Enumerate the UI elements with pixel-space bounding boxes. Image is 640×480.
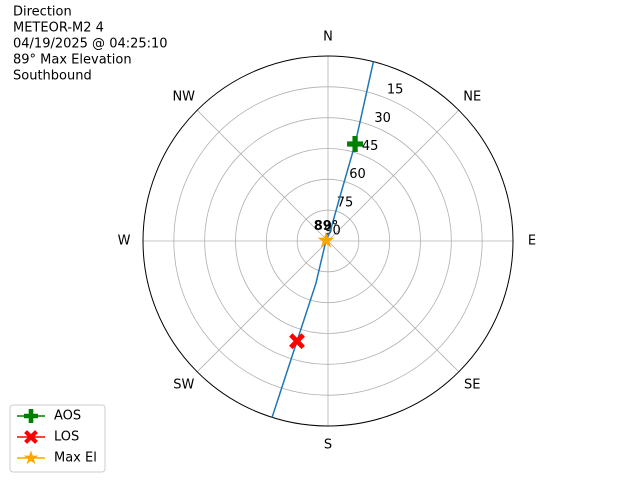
legend-marker <box>24 409 38 423</box>
legend-label: Max El <box>54 451 97 466</box>
radial-tick-label: 75 <box>337 195 354 210</box>
radial-tick-label: 60 <box>349 167 366 182</box>
title-line: METEOR-M2 4 <box>13 21 104 36</box>
azimuth-label: SE <box>464 378 480 393</box>
azimuth-label: NW <box>172 89 195 104</box>
grid-spoke <box>327 240 460 373</box>
azimuth-label: S <box>324 438 332 453</box>
azimuth-label: W <box>118 234 131 249</box>
marker-plus <box>347 135 364 152</box>
title-line: 89° Max Elevation <box>13 53 132 68</box>
radial-tick-label: 45 <box>362 139 379 154</box>
pass-track <box>271 61 375 418</box>
legend: AOS LOS Max El <box>9 404 106 473</box>
title-line: 04/19/2025 @ 04:25:10 <box>13 37 168 52</box>
azimuth-label: N <box>323 30 333 45</box>
legend-marker <box>23 450 39 465</box>
legend-marker <box>24 430 38 444</box>
marker-x <box>289 333 305 350</box>
radial-tick-label: 30 <box>374 111 391 126</box>
outer-frame <box>142 55 514 427</box>
legend-box <box>9 404 106 473</box>
azimuth-label: SW <box>173 378 194 393</box>
legend-label: AOS <box>54 409 81 424</box>
grid-spoke <box>327 109 460 242</box>
grid-spoke <box>196 109 329 242</box>
legend-label: LOS <box>54 430 79 445</box>
marker-star <box>317 231 335 248</box>
grid-spoke <box>196 240 329 373</box>
azimuth-label: E <box>528 234 536 249</box>
title-line: Southbound <box>13 69 92 84</box>
max-annotation: 89° <box>314 219 339 234</box>
azimuth-label: NE <box>463 89 481 104</box>
radial-tick-label: 15 <box>387 83 404 98</box>
title-line: Direction <box>13 5 72 20</box>
